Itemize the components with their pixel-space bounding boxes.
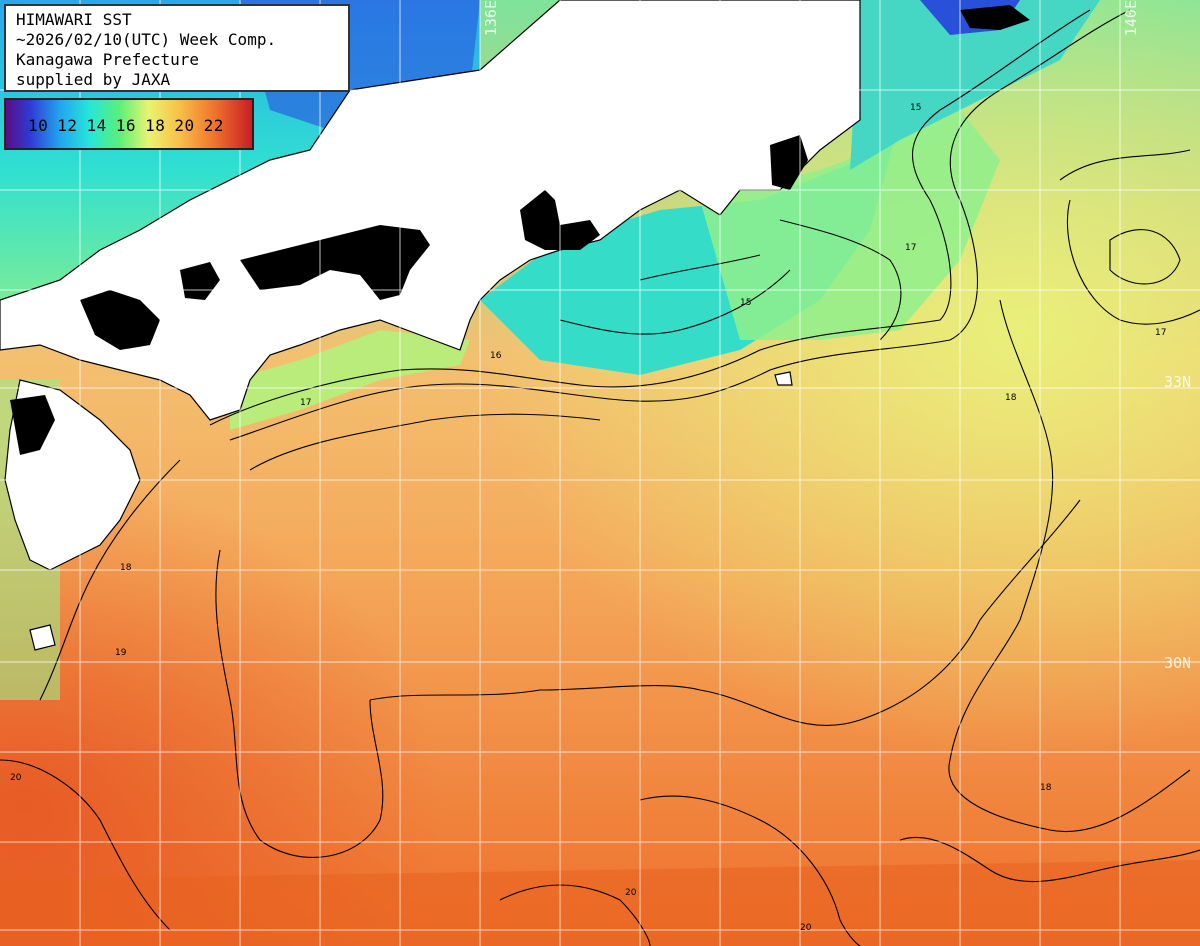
longitude-label: 136E bbox=[482, 0, 500, 37]
legend-label: 10 bbox=[28, 116, 49, 135]
small-island bbox=[29, 624, 56, 651]
contour-label: 19 bbox=[115, 648, 127, 658]
contour-label: 15 bbox=[910, 103, 921, 113]
legend-label: 18 bbox=[145, 116, 166, 135]
map-title-box: HIMAWARI SST ~2026/02/10(UTC) Week Comp.… bbox=[4, 4, 350, 92]
source-line: supplied by JAXA bbox=[16, 70, 171, 89]
legend-label: 14 bbox=[86, 116, 107, 135]
region-line: Kanagawa Prefecture bbox=[16, 50, 200, 69]
longitude-label: 140E bbox=[1122, 0, 1140, 37]
contour-labels: 16 17 18 19 20 15 17 18 18 20 20 15 17 bbox=[10, 103, 1166, 933]
legend-label: 12 bbox=[57, 116, 78, 135]
small-island bbox=[774, 371, 793, 386]
legend-label: 16 bbox=[115, 116, 137, 135]
contour-label: 17 bbox=[1155, 328, 1166, 338]
contour-label: 17 bbox=[300, 398, 311, 408]
contour-label: 18 bbox=[1005, 393, 1017, 403]
contour-label: 16 bbox=[490, 351, 502, 361]
contour-label: 20 bbox=[625, 888, 637, 898]
warm-south-band bbox=[0, 860, 1200, 946]
contour-label: 15 bbox=[740, 298, 751, 308]
contour-label: 20 bbox=[800, 923, 812, 933]
contour-label: 17 bbox=[905, 243, 916, 253]
legend-labels: 10 12 14 16 18 20 22 bbox=[28, 116, 233, 135]
title-line: HIMAWARI SST bbox=[16, 10, 132, 29]
legend-label: 22 bbox=[203, 116, 224, 135]
date-line: ~2026/02/10(UTC) Week Comp. bbox=[16, 30, 277, 49]
contour-label: 18 bbox=[1040, 783, 1052, 793]
latitude-label: 33N bbox=[1164, 373, 1192, 391]
latitude-label: 30N bbox=[1164, 654, 1192, 672]
contour-label: 18 bbox=[120, 563, 132, 573]
contour-label: 20 bbox=[10, 773, 22, 783]
cloud-mask bbox=[10, 5, 1030, 455]
color-scale-legend: 10 12 14 16 18 20 22 bbox=[4, 98, 254, 150]
legend-label: 20 bbox=[174, 116, 195, 135]
